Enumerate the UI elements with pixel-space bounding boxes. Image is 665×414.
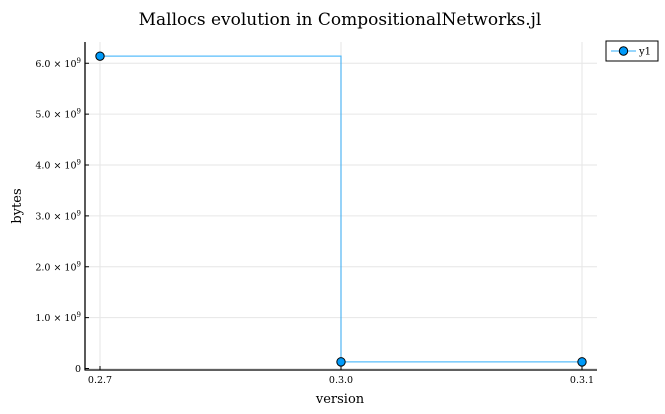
legend-label: y1 <box>638 47 651 58</box>
series-line <box>100 55 582 363</box>
x-tick-label: 0.3.1 <box>570 375 594 386</box>
axes <box>84 42 597 371</box>
y-tick-label: 4.0 × 109 <box>35 159 81 172</box>
x-tick-label: 0.2.7 <box>88 375 112 386</box>
y-tick-label: 5.0 × 109 <box>35 108 81 121</box>
chart-title: Mallocs evolution in CompositionalNetwor… <box>139 10 542 30</box>
x-axis-label: version <box>315 392 365 407</box>
x-tick-label: 0.3.0 <box>329 375 353 386</box>
data-point <box>336 357 346 367</box>
y-axis-label: bytes <box>10 188 25 223</box>
y-tick-label: 2.0 × 109 <box>35 260 81 273</box>
y-tick-label: 1.0 × 109 <box>35 311 81 324</box>
data-point <box>95 51 105 61</box>
y-tick-label: 6.0 × 109 <box>35 57 81 70</box>
data-point <box>577 357 587 367</box>
legend-swatch-marker <box>618 46 629 56</box>
legend: y1 <box>605 40 659 62</box>
tick-labels: 0 1.0 × 109 2.0 × 109 3.0 × 109 4.0 × 109 5.0… <box>35 57 594 386</box>
y-tick-label: 3.0 × 109 <box>35 209 81 222</box>
plot-area <box>95 51 587 367</box>
y-tick-label: 0 <box>75 364 81 375</box>
